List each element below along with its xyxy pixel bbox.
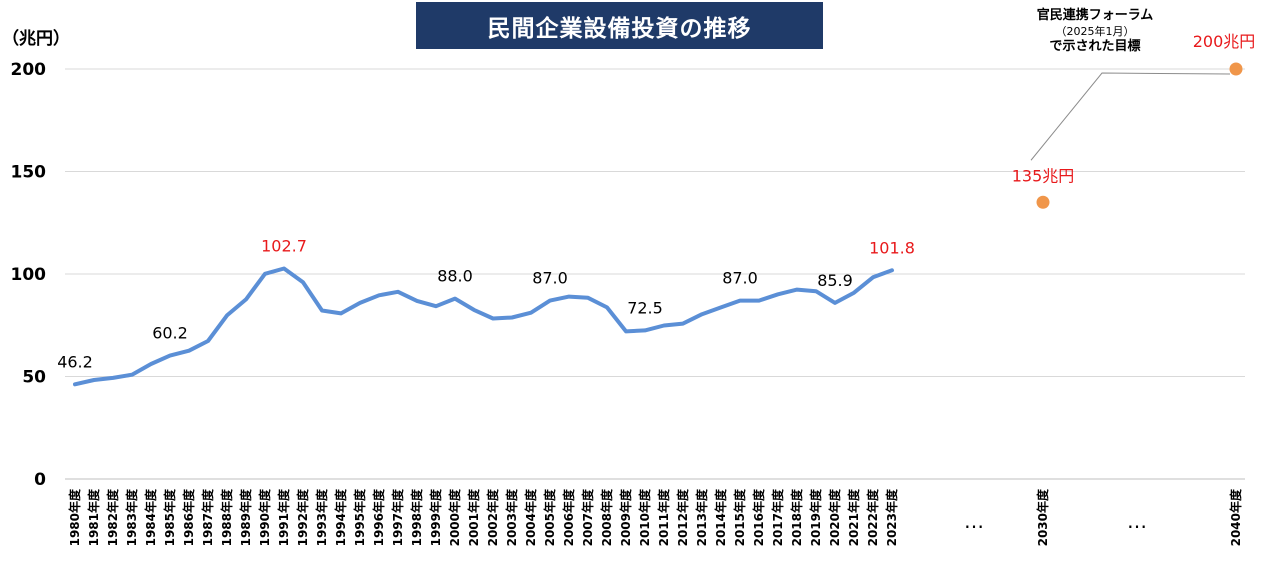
data-label: 88.0 [437, 267, 473, 286]
x-tick-label: 1999年度 [428, 488, 443, 546]
target-label: 200兆円 [1193, 32, 1256, 51]
y-tick-label-0: 0 [34, 470, 46, 490]
target-point [1229, 62, 1243, 76]
annotation-leader-line [1030, 72, 1231, 161]
x-tick-label: 2012年度 [675, 488, 690, 546]
x-tick-label: 2005年度 [542, 488, 557, 546]
x-tick-label: 2010年度 [637, 488, 652, 546]
x-tick-label: 2000年度 [447, 488, 462, 546]
x-tick-label: 1988年度 [219, 488, 234, 546]
x-tick-label: 1990年度 [257, 488, 272, 546]
x-tick-label: 1994年度 [333, 488, 348, 546]
ellipsis-mark: … [964, 509, 984, 533]
x-tick-label: 1991年度 [276, 488, 291, 546]
x-tick-label: 2040年度 [1228, 488, 1243, 546]
x-tick-label: 2008年度 [599, 488, 614, 546]
data-label: 87.0 [532, 269, 568, 288]
ellipsis-mark: … [1127, 509, 1147, 533]
x-tick-label: 2013年度 [694, 488, 709, 546]
data-label: 87.0 [722, 269, 758, 288]
x-tick-label: 1998年度 [409, 488, 424, 546]
data-label: 101.8 [869, 238, 915, 257]
x-tick-label: 2023年度 [884, 488, 899, 546]
x-tick-label: 2007年度 [580, 488, 595, 546]
target-label: 135兆円 [1012, 166, 1075, 185]
target-annotation: 官民連携フォーラム （2025年1月） で示された目標 [1010, 8, 1180, 55]
x-tick-label: 2014年度 [713, 488, 728, 546]
x-tick-label: 2030年度 [1035, 488, 1050, 546]
x-tick-label: 2015年度 [732, 488, 747, 546]
data-label: 85.9 [817, 271, 853, 290]
x-tick-label: 1996年度 [371, 488, 386, 546]
x-tick-label: 2002年度 [485, 488, 500, 546]
x-tick-label: 1984年度 [143, 488, 158, 546]
y-tick-label-150: 150 [11, 163, 47, 183]
target-point [1036, 195, 1050, 209]
x-tick-label: 2016年度 [751, 488, 766, 546]
x-tick-label: 2006年度 [561, 488, 576, 546]
x-tick-label: 2021年度 [846, 488, 861, 546]
x-tick-label: 1995年度 [352, 488, 367, 546]
x-tick-label: 1989年度 [238, 488, 253, 546]
y-unit-label: （兆円） [2, 29, 70, 49]
x-tick-label: 2020年度 [827, 488, 842, 546]
annotation-line-3: で示された目標 [1049, 39, 1141, 54]
x-tick-label: 2017年度 [770, 488, 785, 546]
x-tick-label: 1997年度 [390, 488, 405, 546]
x-tick-label: 1983年度 [124, 488, 139, 546]
y-tick-label-50: 50 [22, 368, 46, 388]
x-tick-label: 2022年度 [865, 488, 880, 546]
data-label: 102.7 [261, 236, 307, 255]
x-tick-label: 2018年度 [789, 488, 804, 546]
x-tick-label: 2019年度 [808, 488, 823, 546]
x-tick-label: 1981年度 [86, 488, 101, 546]
data-label: 72.5 [627, 298, 663, 317]
data-label: 60.2 [152, 324, 188, 343]
x-tick-label: 1992年度 [295, 488, 310, 546]
x-tick-label: 2001年度 [466, 488, 481, 546]
series-line [73, 266, 894, 387]
x-tick-label: 2009年度 [618, 488, 633, 546]
x-tick-label: 1985年度 [162, 488, 177, 546]
x-tick-label: 2003年度 [504, 488, 519, 546]
x-tick-label: 2011年度 [656, 488, 671, 546]
annotation-line-1: 官民連携フォーラム [1036, 8, 1154, 23]
x-tick-label: 2004年度 [523, 488, 538, 546]
x-tick-label: 1982年度 [105, 488, 120, 546]
x-tick-label: 1986年度 [181, 488, 196, 546]
x-tick-label: 1987年度 [200, 488, 215, 546]
annotation-line-2: （2025年1月） [1055, 25, 1135, 38]
chart-title: 民間企業設備投資の推移 [416, 2, 823, 49]
y-tick-label-100: 100 [11, 265, 47, 285]
data-label: 46.2 [57, 352, 93, 371]
x-tick-label: 1980年度 [67, 488, 82, 546]
x-tick-label: 1993年度 [314, 488, 329, 546]
y-tick-label-200: 200 [11, 60, 47, 80]
